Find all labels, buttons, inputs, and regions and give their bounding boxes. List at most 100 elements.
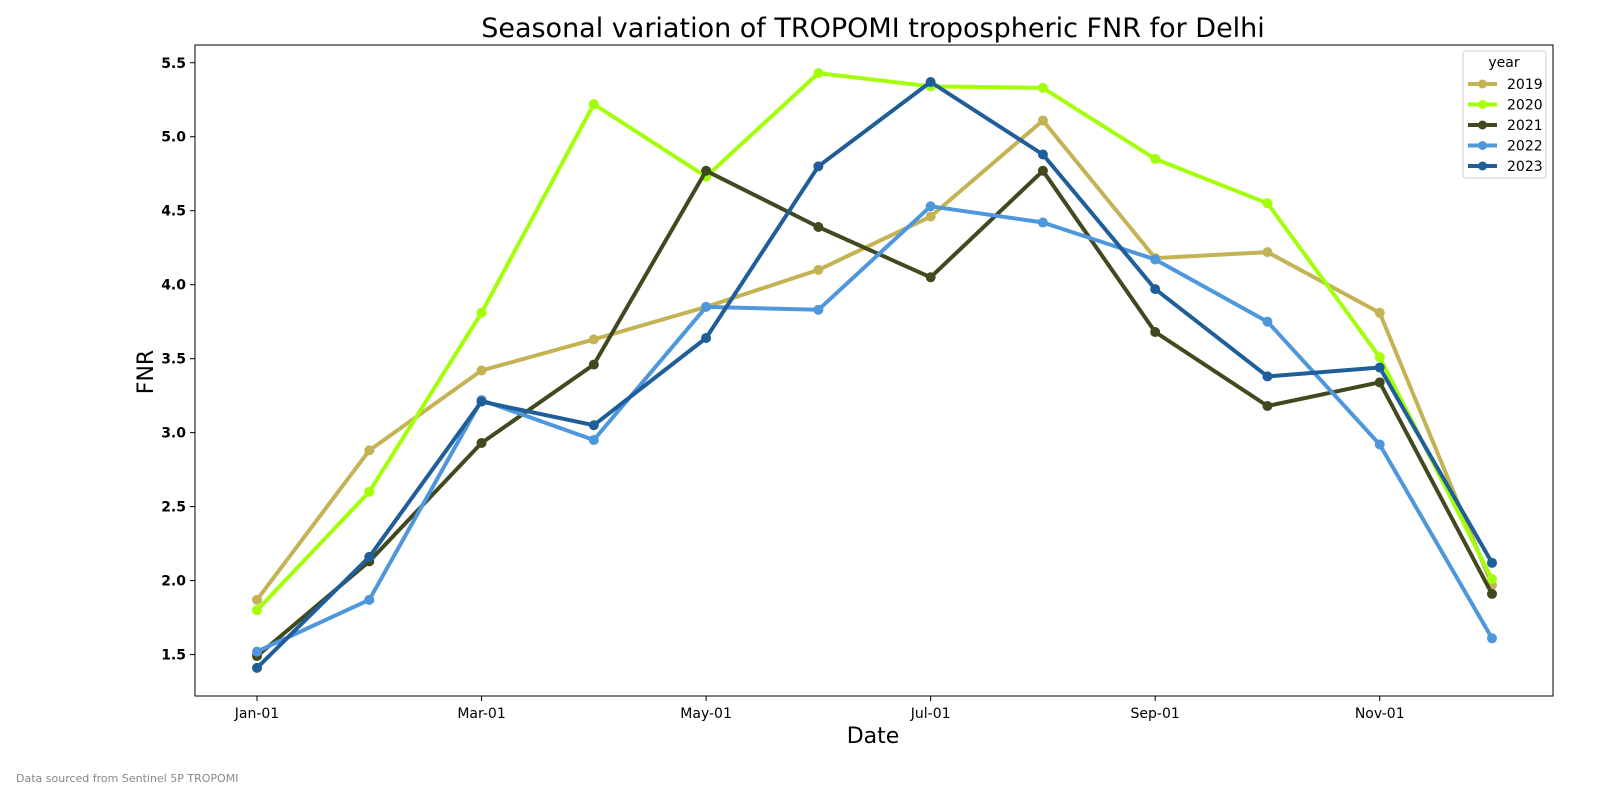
series-line [255,204,1494,654]
data-point [252,662,262,673]
data-point [588,99,599,110]
data-point [588,359,599,370]
chart-title: Seasonal variation of TROPOMI tropospher… [481,13,1265,44]
data-point [476,307,487,318]
y-tick-label: 3.5 [161,352,186,368]
data-point [1262,247,1273,258]
data-point [1262,401,1273,412]
legend-item: 2021 [1468,118,1543,134]
legend-item: 2023 [1468,159,1543,175]
data-point [252,594,262,605]
x-tick-label: Nov-01 [1355,706,1405,722]
data-point [813,221,824,232]
data-point [925,76,936,87]
data-point [1374,362,1385,373]
data-point [588,420,599,431]
data-point [813,264,824,275]
data-point [1262,316,1273,327]
data-point [813,304,824,315]
data-point [1150,254,1161,265]
source-note: Data sourced from Sentinel 5P TROPOMI [16,772,239,785]
x-tick-label: Sep-01 [1131,706,1180,722]
data-point [1150,153,1161,164]
series-2023 [252,76,1497,673]
data-point [1037,82,1048,93]
data-point [1487,633,1497,644]
y-axis: 1.5 2.0 2.5 3.0 3.5 4.0 4.5 5.0 5.5 [161,56,195,664]
series-line [255,80,1494,670]
series-2021 [252,165,1497,662]
data-point [364,551,375,562]
data-point [1037,165,1048,176]
data-point [364,594,375,605]
legend-marker [1478,100,1487,109]
plot-frame [194,44,1554,697]
data-point [1150,284,1161,295]
data-point [701,301,712,312]
data-point [476,437,487,448]
legend-marker [1478,79,1487,89]
data-point [1037,115,1048,126]
data-point [1037,217,1048,228]
data-point [1374,352,1385,363]
data-point [588,435,599,446]
y-tick-label: 2.5 [161,500,186,516]
legend-marker [1478,161,1487,171]
data-point [813,68,824,79]
legend-label: 2022 [1507,139,1543,155]
data-point [364,486,375,497]
y-tick-label: 5.0 [161,130,186,146]
x-tick-label: Jan-01 [234,706,279,722]
legend-marker [1478,120,1487,130]
y-tick-label: 5.5 [161,56,186,72]
y-tick-label: 1.5 [161,648,186,664]
x-tick-label: Mar-01 [457,706,505,722]
y-tick-label: 4.5 [161,204,186,220]
data-point [1374,307,1385,318]
legend-item: 2019 [1468,77,1543,93]
data-point [1487,588,1497,599]
data-point [925,201,936,212]
series-line [255,168,1494,659]
x-axis-label: Date [847,724,900,749]
data-point [1037,149,1048,160]
data-point [1374,439,1385,450]
data-point [476,365,487,376]
y-tick-label: 2.0 [161,574,186,590]
x-tick-label: Jul-01 [910,706,951,722]
series-line [255,118,1494,602]
data-point [252,605,262,616]
legend-item: 2020 [1468,98,1543,114]
data-point [1487,574,1497,585]
legend-item: 2022 [1468,139,1543,155]
legend-label: 2020 [1507,98,1543,114]
legend-marker [1478,141,1487,150]
data-point [1262,198,1273,209]
series-line [255,71,1494,613]
legend-label: 2023 [1507,159,1543,175]
y-tick-label: 3.0 [161,426,186,442]
y-tick-label: 4.0 [161,278,186,294]
data-point [476,396,487,407]
legend-title: year [1488,55,1519,71]
x-axis: Jan-01 Mar-01 May-01 Jul-01 Sep-01 Nov-01 [234,696,1405,722]
y-axis-label: FNR [134,350,159,394]
data-point [925,211,936,222]
legend-label: 2021 [1507,118,1543,134]
series-2022 [252,201,1497,657]
legend-label: 2019 [1507,77,1543,93]
data-point [925,272,936,283]
data-point [1487,557,1497,568]
data-point [252,646,262,657]
data-point [1262,371,1273,382]
data-point [364,445,375,456]
legend: year 2019 2020 2021 2022 2023 [1462,50,1547,179]
series-2020 [252,68,1497,616]
x-tick-label: May-01 [680,706,732,722]
series-layer [252,68,1497,673]
series-2019 [252,115,1497,605]
data-point [701,332,712,343]
data-point [588,334,599,345]
data-point [701,165,712,176]
